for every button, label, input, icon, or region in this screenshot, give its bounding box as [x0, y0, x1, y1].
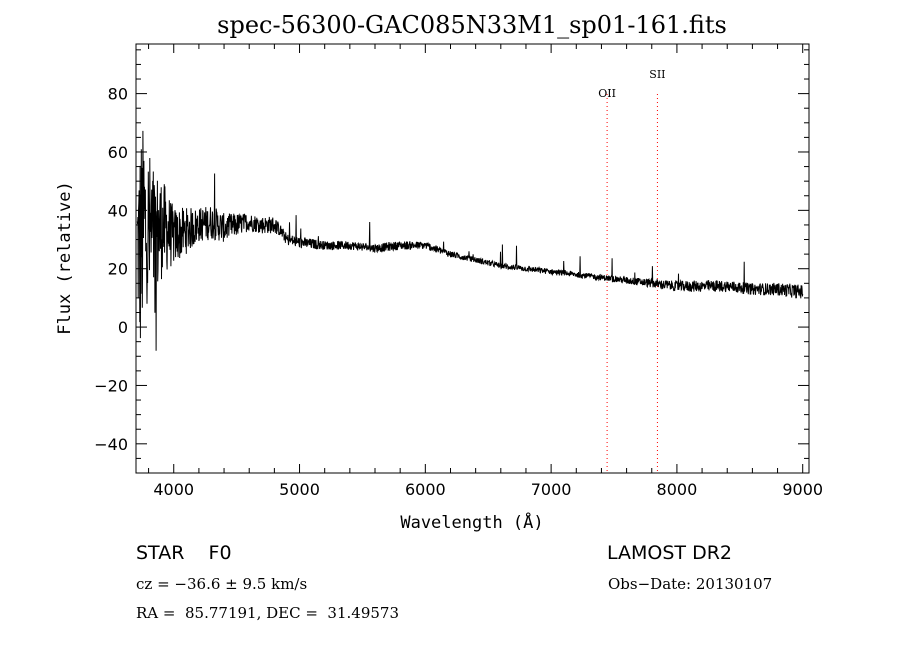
emission-line-markers: OII SII [598, 68, 666, 473]
y-axis-label: Flux (relative) [55, 181, 75, 335]
emission-line-label: SII [649, 68, 665, 81]
survey-label: LAMOST DR2 [607, 542, 732, 564]
x-tick-label: 4000 [153, 480, 194, 499]
plot-frame [135, 43, 810, 474]
coordinates-readout: RA = 85.77191, DEC = 31.49573 [136, 604, 400, 622]
x-tick-label: 6000 [405, 480, 446, 499]
x-axis-label: Wavelength (Å) [400, 511, 543, 533]
axis-ticks: 4000 5000 6000 7000 8000 9000 −40 −20 0 20 40 60 80 [94, 44, 823, 499]
observation-date: Obs−Date: 20130107 [608, 575, 773, 593]
emission-line-label: OII [598, 87, 616, 100]
chart-title: spec-56300-GAC085N33M1_sp01-161.fits [217, 11, 727, 39]
y-tick-label: 60 [108, 143, 128, 162]
object-class: STAR F0 [136, 542, 232, 564]
x-tick-label: 8000 [657, 480, 698, 499]
x-tick-label: 5000 [279, 480, 320, 499]
y-tick-label: 0 [118, 318, 128, 337]
redshift-readout: cz = −36.6 ± 9.5 km/s [136, 575, 308, 593]
x-tick-label: 7000 [531, 480, 572, 499]
y-tick-label: −40 [94, 435, 128, 454]
spectrum-line [136, 130, 804, 351]
x-tick-label: 9000 [782, 480, 823, 499]
y-tick-label: −20 [94, 376, 128, 395]
y-tick-label: 20 [108, 260, 128, 279]
y-tick-label: 80 [108, 85, 128, 104]
y-tick-label: 40 [108, 201, 128, 220]
